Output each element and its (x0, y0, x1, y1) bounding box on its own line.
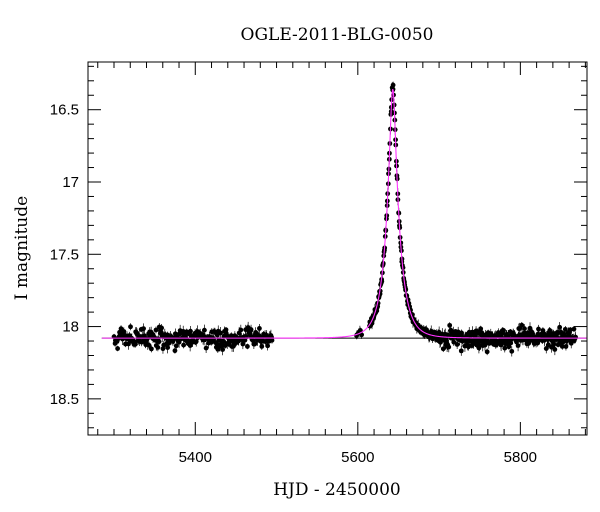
x-tick-label: 5800 (504, 449, 537, 466)
y-tick-label: 16.5 (50, 102, 79, 119)
data-point (221, 338, 227, 344)
data-point (220, 347, 226, 352)
data-point (527, 325, 533, 331)
x-tick-labels: 5400 5600 5800 (179, 449, 537, 466)
data-point (141, 326, 146, 331)
data-point (536, 326, 541, 332)
data-point (506, 344, 512, 350)
data-point (515, 343, 521, 349)
data-point (458, 348, 464, 354)
y-tick-label: 17 (62, 174, 79, 191)
data-point (498, 342, 504, 348)
data-point (153, 327, 159, 333)
data-point (508, 340, 514, 346)
data-point (573, 334, 578, 340)
data-point (148, 346, 154, 352)
data-point (459, 330, 464, 336)
x-tick-label: 5400 (179, 449, 212, 466)
data-point (245, 344, 250, 349)
data-point (257, 326, 262, 331)
data-point (547, 328, 553, 333)
plot-frame (87, 61, 588, 436)
data-point (543, 346, 549, 351)
chart-title: OGLE-2011-BLG-0050 (241, 25, 434, 45)
data-point (269, 337, 275, 343)
data-point (454, 342, 460, 347)
model-curve (101, 89, 587, 339)
data-point (571, 326, 577, 332)
data-point (484, 349, 490, 355)
data-point (451, 339, 457, 345)
data-point (215, 346, 221, 352)
data-point (146, 342, 152, 348)
data-point (203, 345, 209, 351)
data-point (165, 345, 171, 350)
data-point (563, 344, 569, 349)
data-point (156, 339, 162, 345)
data-point (535, 340, 541, 346)
data-point (447, 322, 453, 328)
data-point (121, 329, 127, 334)
data-point (359, 332, 365, 338)
data-point (390, 82, 396, 88)
data-point (132, 341, 138, 347)
data-point (193, 339, 199, 344)
y-tick-label: 18.5 (50, 391, 79, 408)
data-point (440, 346, 446, 352)
data-point (128, 324, 133, 330)
data-point (181, 342, 187, 348)
data-point (517, 326, 523, 332)
data-point (502, 345, 508, 351)
axis-ticks (88, 62, 587, 435)
data-point (522, 326, 527, 332)
data-point (501, 328, 506, 333)
data-point (188, 328, 193, 334)
data-point (559, 344, 565, 349)
data-point (218, 330, 223, 336)
data-point (248, 327, 254, 332)
y-tick-labels: 16.5 17 17.5 18 18.5 (50, 102, 79, 408)
data-point (238, 327, 244, 333)
data-point (240, 341, 246, 347)
plot-area (101, 81, 587, 357)
data-point (252, 341, 258, 347)
y-tick-label: 17.5 (50, 246, 79, 263)
data-point (509, 348, 515, 354)
y-tick-label: 18 (62, 319, 79, 336)
data-point (265, 343, 271, 349)
data-point (562, 326, 568, 332)
x-tick-label: 5600 (341, 449, 374, 466)
data-point (552, 347, 558, 352)
data-point (159, 325, 164, 331)
data-point (446, 344, 452, 350)
data-point (519, 322, 525, 328)
data-point (183, 333, 188, 339)
data-point (202, 327, 207, 333)
data-point (155, 345, 161, 350)
y-axis-label: I magnitude (12, 196, 32, 300)
data-point (173, 343, 179, 349)
data-points (101, 81, 587, 357)
data-point (115, 346, 121, 351)
x-axis-label: HJD - 2450000 (273, 480, 401, 500)
